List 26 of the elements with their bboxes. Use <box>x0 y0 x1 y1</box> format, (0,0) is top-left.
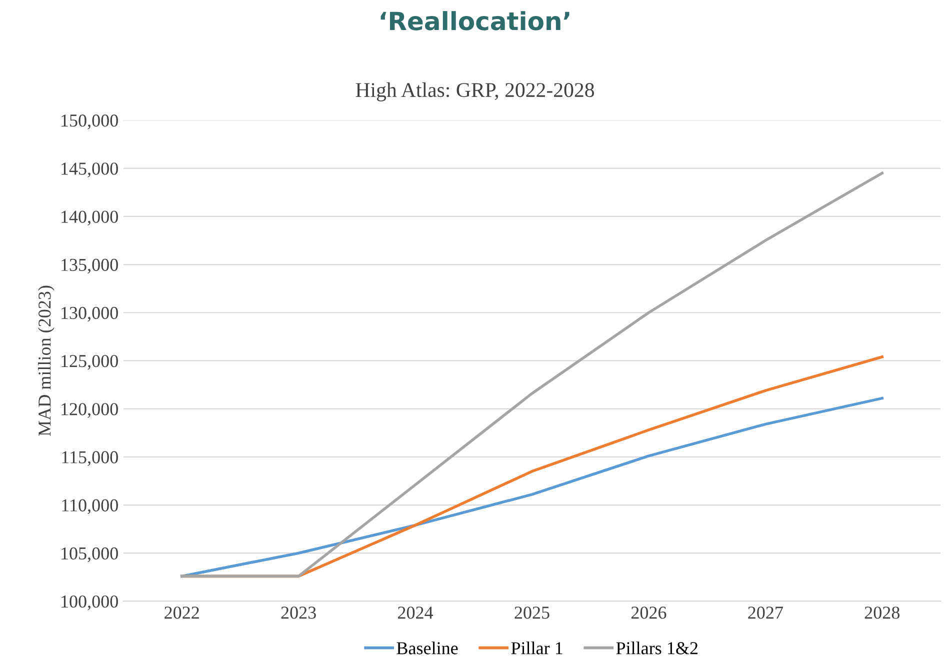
x-tick-label: 2026 <box>631 606 666 619</box>
y-axis-title: MAD million (2023) <box>38 286 54 436</box>
chart-title: ‘Reallocation’ <box>380 11 570 30</box>
legend-label: Pillars 1&2 <box>616 642 698 654</box>
x-tick-label: 2027 <box>748 606 783 619</box>
legend-label: Baseline <box>396 642 458 654</box>
y-tick-label: 145,000 <box>62 162 118 178</box>
x-tick-label: 2023 <box>281 606 316 619</box>
y-tick-label: 115,000 <box>62 451 118 466</box>
x-tick-label: 2028 <box>864 606 900 619</box>
legend-label: Pillar 1 <box>511 642 562 654</box>
chart-subtitle: High Atlas: GRP, 2022-2028 <box>356 82 594 102</box>
y-tick-label: 100,000 <box>62 595 118 610</box>
y-tick-label: 140,000 <box>62 210 118 226</box>
x-tick-label: 2022 <box>164 606 199 619</box>
y-tick-label: 130,000 <box>62 306 118 322</box>
y-tick-label: 125,000 <box>62 354 118 370</box>
line-series <box>180 172 884 578</box>
y-tick-label: 150,000 <box>62 114 118 130</box>
y-tick-label: 120,000 <box>62 403 118 418</box>
y-tick-label: 110,000 <box>62 499 118 514</box>
x-tick-label: 2025 <box>514 606 550 619</box>
y-tick-label: 135,000 <box>62 258 118 274</box>
x-tick-label: 2024 <box>398 606 434 619</box>
line-series <box>180 396 884 578</box>
y-tick-label: 105,000 <box>62 547 118 562</box>
